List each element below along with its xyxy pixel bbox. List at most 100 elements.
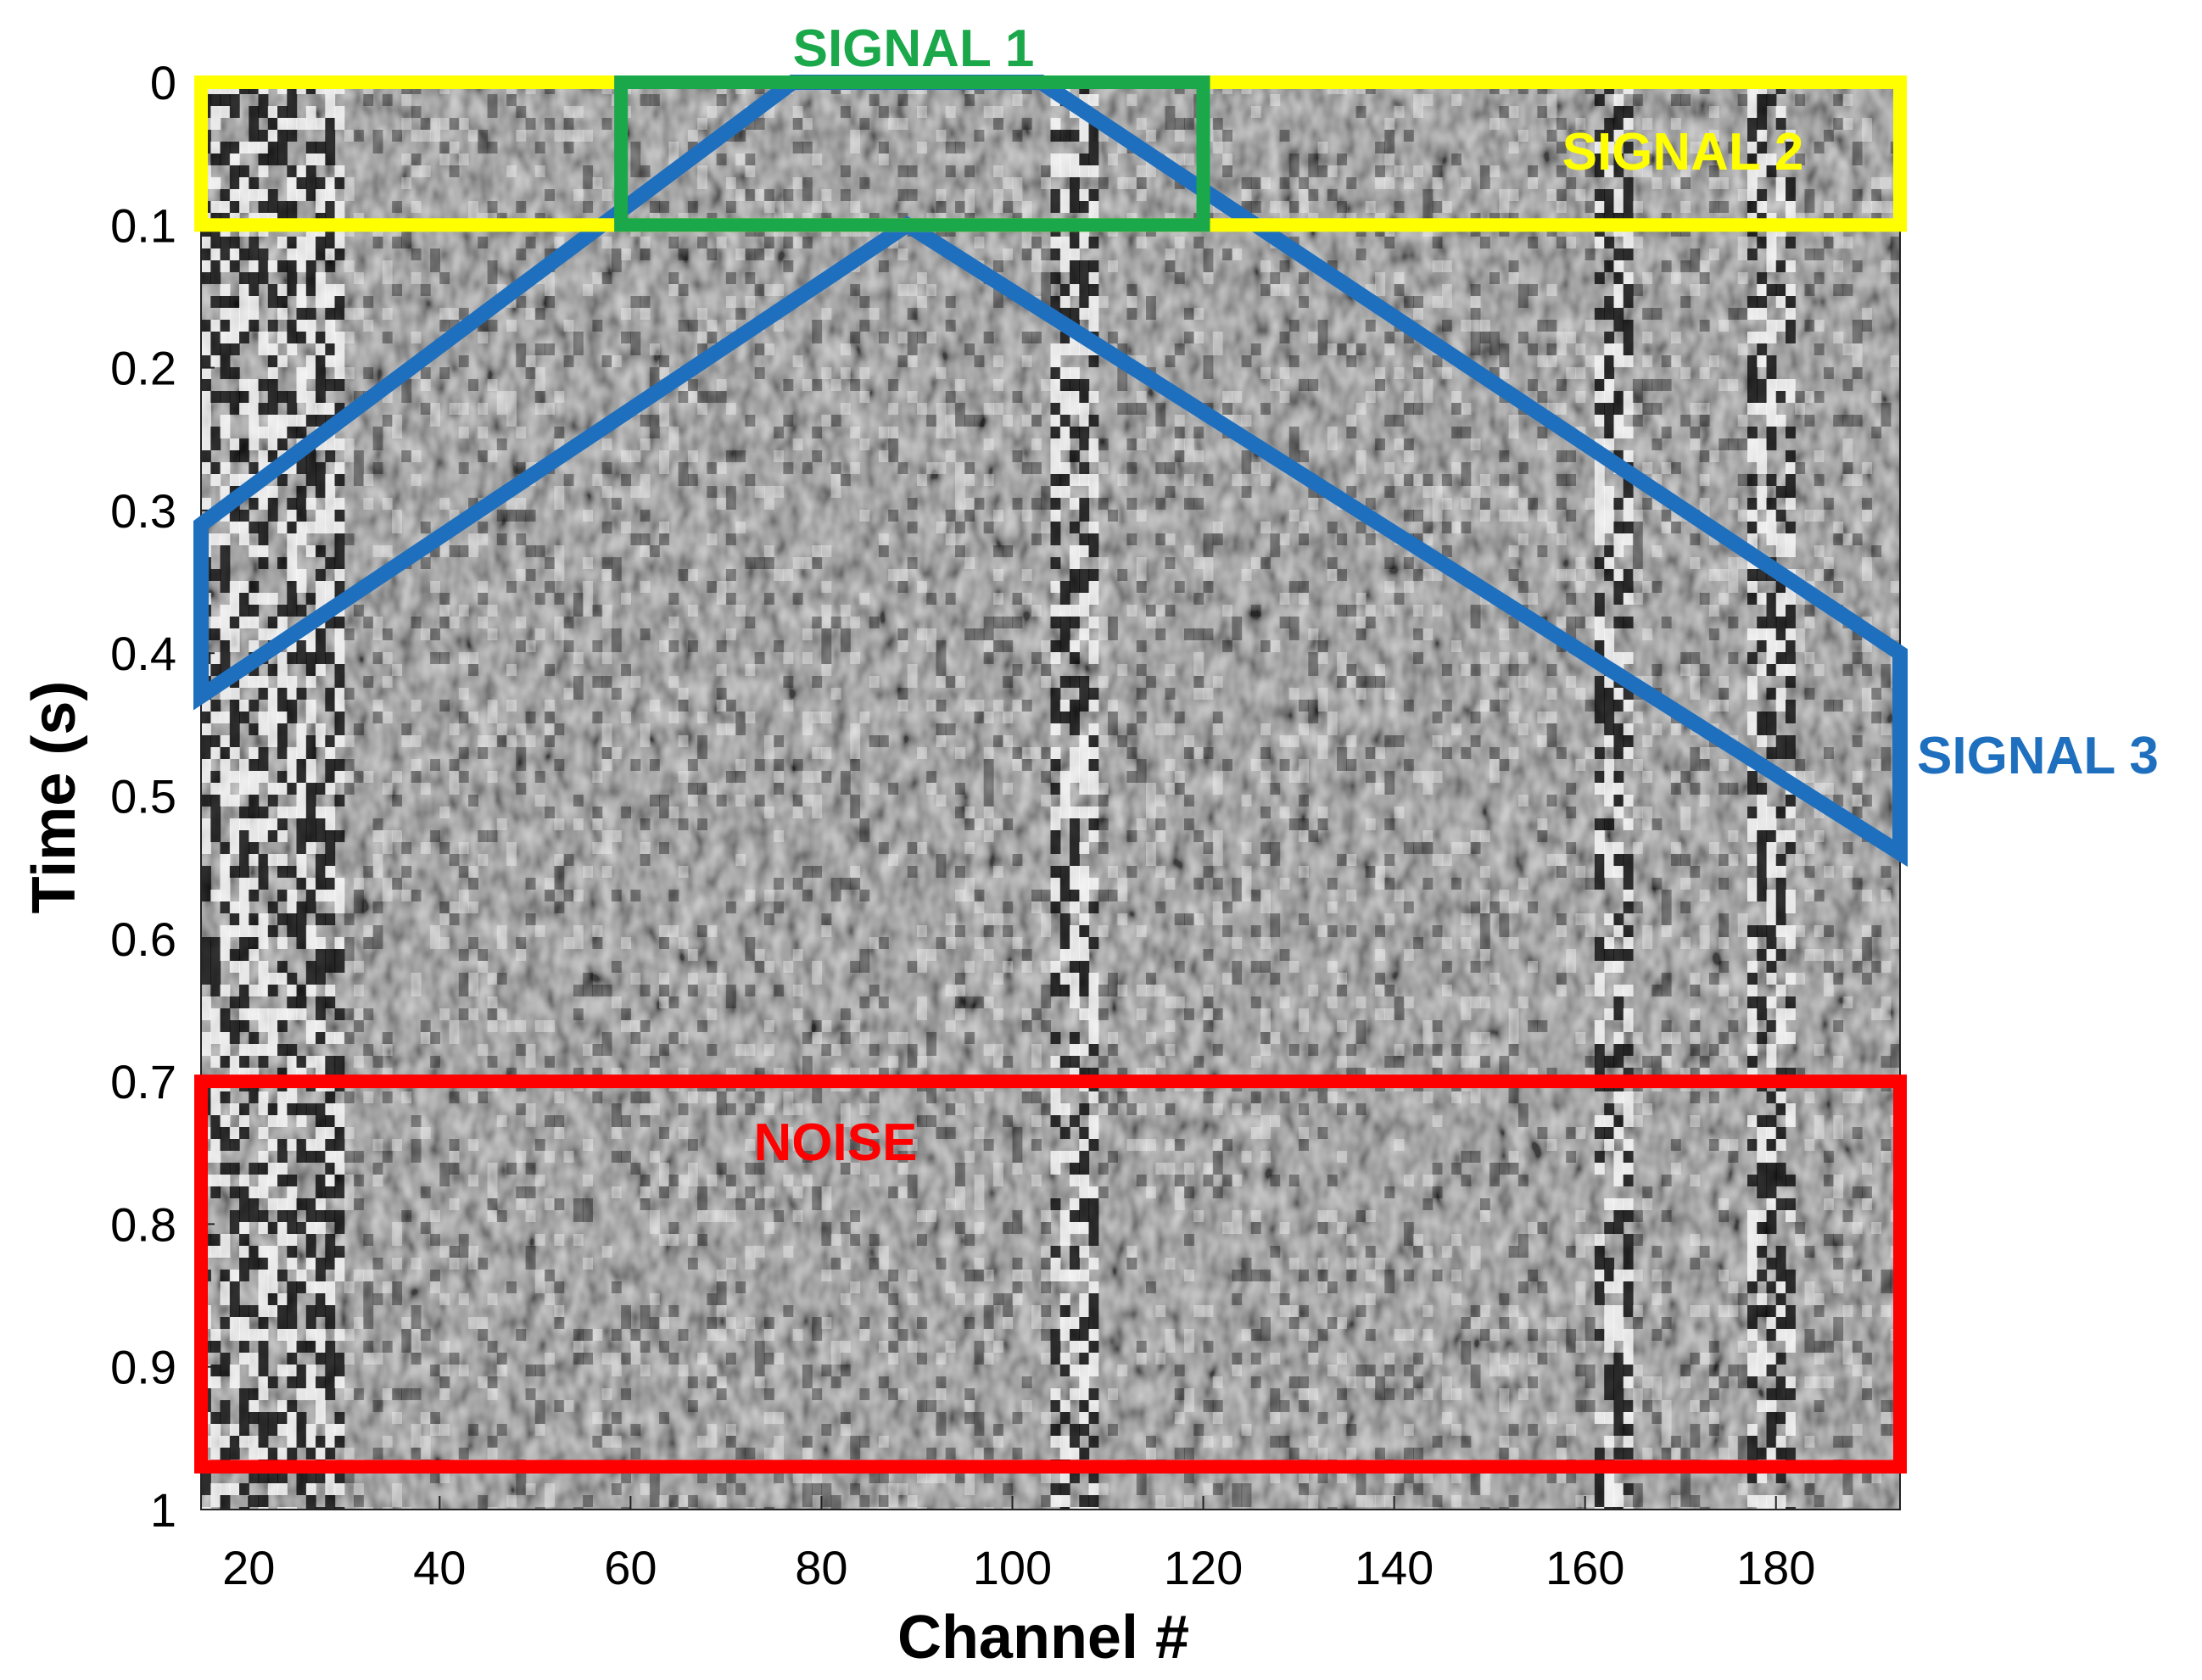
heatmap-cell [821,1020,832,1032]
heatmap-cell [1308,1507,1319,1510]
heatmap-cell [812,795,823,807]
heatmap-cell [821,1234,832,1246]
heatmap-cell [554,438,565,450]
heatmap-cell [1088,569,1099,581]
heatmap-cell [220,759,231,771]
heatmap-cell [439,118,450,130]
heatmap-cell [420,130,431,142]
heatmap-cell [1432,1353,1443,1365]
heatmap-cell [563,617,574,628]
heatmap-cell [763,498,774,510]
heatmap-cell [1384,818,1395,830]
heatmap-cell [1327,1210,1338,1222]
heatmap-cell [305,628,316,640]
heatmap-cell [1250,1210,1261,1222]
heatmap-cell [296,1424,307,1436]
heatmap-cell [1584,1068,1596,1080]
heatmap-cell [267,201,278,213]
heatmap-cell [296,320,307,332]
heatmap-cell [545,807,555,818]
heatmap-cell [296,1068,307,1080]
heatmap-cell [1126,605,1137,617]
heatmap-cell [1031,1056,1042,1068]
heatmap-cell [1566,1329,1577,1341]
heatmap-cell [907,1186,918,1198]
heatmap-cell [449,913,460,925]
heatmap-cell [220,106,231,118]
heatmap-cell [1212,522,1223,533]
heatmap-cell [917,1471,927,1483]
heatmap-cell [1003,177,1014,189]
heatmap-cell [305,1151,316,1163]
heatmap-cell [1489,1365,1500,1376]
heatmap-cell [850,866,861,878]
heatmap-cell [258,462,269,474]
heatmap-cell [439,498,450,510]
heatmap-cell [926,1091,937,1103]
heatmap-cell [1203,355,1214,367]
heatmap-cell [296,605,307,617]
heatmap-cell [439,308,450,320]
heatmap-cell [802,712,813,723]
heatmap-cell [258,343,269,355]
heatmap-cell [668,438,679,450]
heatmap-cell [745,272,756,284]
heatmap-cell [1594,676,1605,688]
heatmap-cell [945,320,956,332]
heatmap-cell [296,1222,307,1234]
heatmap-cell [534,391,545,403]
heatmap-cell [1031,248,1042,260]
heatmap-cell [239,783,249,795]
heatmap-cell [1489,165,1500,177]
heatmap-cell [678,320,689,332]
heatmap-cell [983,1329,994,1341]
heatmap-cell [1079,153,1090,165]
heatmap-cell [305,1210,316,1222]
heatmap-cell [287,593,298,605]
heatmap-cell [1279,996,1290,1008]
heatmap-cell [296,1412,307,1424]
heatmap-cell [840,771,851,783]
heatmap-cell [516,569,527,581]
heatmap-cell [611,640,622,652]
heatmap-cell [249,807,260,818]
heatmap-cell [621,522,631,533]
heatmap-cell [1489,367,1500,379]
heatmap-cell [792,1139,803,1151]
heatmap-cell [1041,771,1052,783]
heatmap-cell [516,427,527,438]
heatmap-cell [249,605,260,617]
heatmap-cell [229,510,240,522]
heatmap-cell [1222,153,1232,165]
heatmap-cell [554,1234,565,1246]
heatmap-cell [1517,533,1529,545]
heatmap-cell [220,462,231,474]
heatmap-cell [229,723,240,735]
heatmap-cell [763,486,774,498]
heatmap-cell [296,379,307,391]
heatmap-cell [334,771,345,783]
heatmap-cell [296,581,307,593]
heatmap-cell [917,106,927,118]
heatmap-cell [1174,343,1185,355]
heatmap-cell [239,142,249,153]
heatmap-cell [1566,367,1577,379]
heatmap-cell [545,1270,555,1281]
heatmap-cell [287,1424,298,1436]
heatmap-cell [1299,1376,1309,1388]
heatmap-cell [783,462,794,474]
heatmap-cell [983,712,994,723]
heatmap-cell [1165,1163,1176,1175]
heatmap-cell [258,403,269,415]
heatmap-cell [411,1151,422,1163]
heatmap-cell [888,1056,899,1068]
heatmap-cell [382,272,393,284]
heatmap-cell [287,866,298,878]
heatmap-cell [1403,1365,1414,1376]
heatmap-cell [201,391,211,403]
heatmap-cell [1546,795,1557,807]
heatmap-cell [229,320,240,332]
heatmap-cell [411,153,422,165]
heatmap-cell [583,510,593,522]
heatmap-cell [1479,1483,1490,1495]
